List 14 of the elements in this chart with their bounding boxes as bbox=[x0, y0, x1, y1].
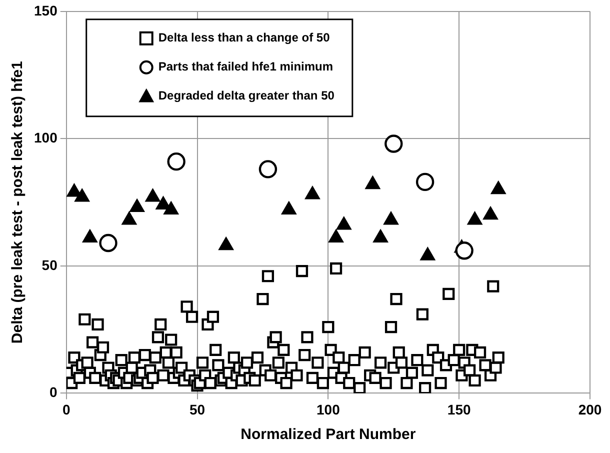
y-tick-label: 150 bbox=[34, 2, 58, 18]
y-tick-label: 50 bbox=[42, 256, 58, 273]
x-axis-title: Normalized Part Number bbox=[240, 426, 416, 444]
legend-label: Delta less than a change of 50 bbox=[158, 30, 330, 45]
legend-label: Parts that failed hfe1 minimum bbox=[158, 60, 334, 74]
x-tick-label: 0 bbox=[62, 401, 70, 418]
x-tick-label: 100 bbox=[316, 401, 340, 418]
x-tick-label: 50 bbox=[189, 401, 206, 418]
y-axis-title: Delta (pre leak test - post leak test) hfe1 bbox=[9, 61, 26, 344]
y-tick-label: 100 bbox=[34, 130, 58, 146]
y-tick-label: 0 bbox=[50, 384, 58, 400]
x-tick-label: 150 bbox=[447, 401, 471, 418]
x-tick-label: 200 bbox=[578, 401, 602, 418]
legend-label: Degraded delta greater than 50 bbox=[158, 88, 335, 103]
